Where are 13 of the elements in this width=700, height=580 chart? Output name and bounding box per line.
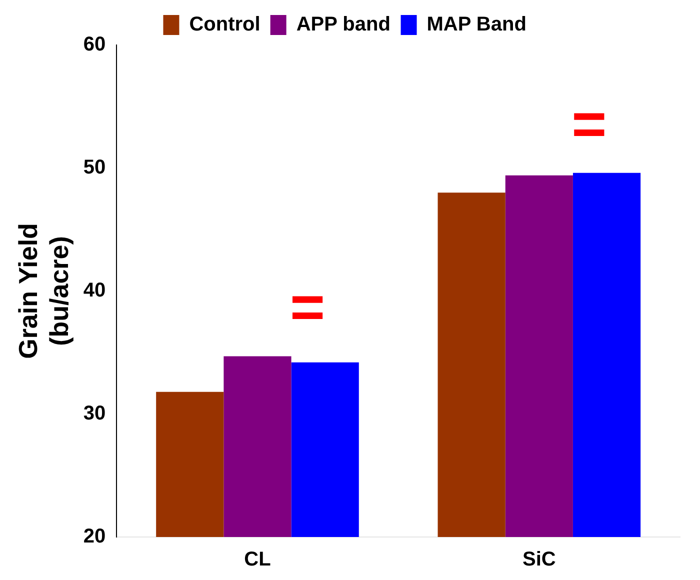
legend-label: Control <box>189 14 260 36</box>
y-tick-label: 60 <box>83 34 106 56</box>
legend-label: APP band <box>296 14 390 36</box>
legend-label: MAP Band <box>426 14 526 36</box>
y-tick-label: 20 <box>83 526 106 548</box>
y-tick-label: 30 <box>83 402 106 425</box>
x-tick-label: SiC <box>522 548 556 571</box>
y-tick-label: 40 <box>83 280 106 302</box>
annotation: = <box>290 274 326 341</box>
y-tick-label: 50 <box>83 156 106 179</box>
y-axis-title: Grain Yield (bu/acre) <box>12 223 74 359</box>
x-tick-label: CL <box>244 548 271 571</box>
annotation: = <box>572 90 607 158</box>
